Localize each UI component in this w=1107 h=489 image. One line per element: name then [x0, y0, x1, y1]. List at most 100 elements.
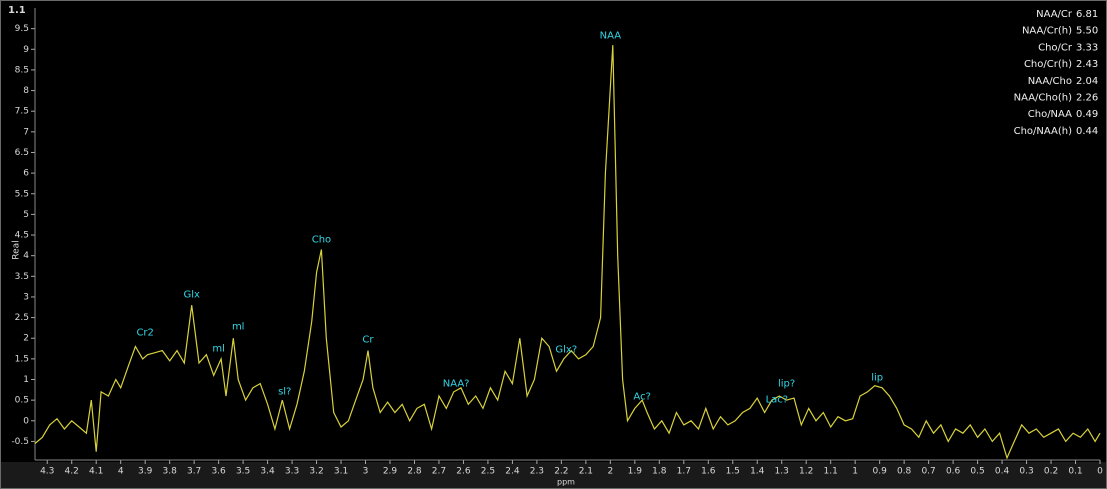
x-tick-label: 4 — [118, 467, 124, 477]
peak-label: Lac? — [766, 394, 789, 405]
x-tick-label: 3.7 — [187, 467, 201, 477]
y-tick-label: 6.5 — [15, 148, 29, 158]
x-tick-label: 0 — [1097, 467, 1103, 477]
y-tick-label: 4 — [23, 251, 29, 261]
peak-label: Glx? — [555, 344, 577, 355]
x-tick-label: 2.5 — [481, 467, 495, 477]
peak-label: Cho — [312, 235, 331, 246]
peak-label: Ac? — [633, 391, 650, 402]
ratio-label: Cho/Cr(h) — [1024, 59, 1072, 70]
ratio-value: 5.50 — [1076, 26, 1098, 37]
x-axis-band — [0, 462, 1107, 489]
x-tick-label: 2.8 — [407, 467, 422, 477]
x-tick-label: 2.6 — [456, 467, 471, 477]
y-tick-label: 9.5 — [15, 24, 29, 34]
x-tick-label: 2 — [607, 467, 613, 477]
ratio-label: NAA/Cho — [1028, 76, 1072, 87]
x-tick-label: 1.3 — [775, 467, 789, 477]
x-axis-label: ppm — [557, 478, 575, 487]
x-tick-label: 0.6 — [946, 467, 961, 477]
x-tick-label: 1.5 — [726, 467, 740, 477]
ratio-value: 2.26 — [1076, 93, 1098, 104]
y-tick-label: 0 — [23, 416, 29, 426]
y-tick-label: 5 — [23, 210, 29, 220]
x-tick-label: 4.2 — [65, 467, 79, 477]
x-tick-label: 0.4 — [995, 467, 1010, 477]
x-tick-label: 1.4 — [750, 467, 765, 477]
x-tick-label: 3.2 — [309, 467, 323, 477]
x-tick-label: 2.9 — [383, 467, 398, 477]
ratio-label: NAA/Cr(h) — [1022, 26, 1072, 37]
x-tick-label: 3.6 — [211, 467, 226, 477]
x-tick-label: 0.9 — [872, 467, 887, 477]
peak-label: lip — [871, 372, 883, 383]
y-tick-label: 7.5 — [15, 107, 29, 117]
y-tick-label: 8 — [23, 86, 29, 96]
y-tick-label: 2 — [23, 334, 29, 344]
peak-label: NAA — [600, 31, 622, 42]
y-tick-label: 9 — [23, 45, 29, 55]
ratio-label: Cho/NAA(h) — [1014, 126, 1072, 137]
peak-label: sl? — [278, 386, 291, 397]
y-tick-label: 0.5 — [15, 396, 29, 406]
ratio-value: 0.49 — [1076, 109, 1098, 120]
y-tick-label: 5.5 — [15, 189, 29, 199]
x-tick-label: 0.5 — [970, 467, 984, 477]
x-tick-label: 2.1 — [579, 467, 593, 477]
x-tick-label: 2.2 — [554, 467, 568, 477]
x-tick-label: 3 — [363, 467, 369, 477]
peak-label: Glx — [183, 289, 200, 300]
peak-label: NAA? — [443, 379, 470, 390]
x-tick-label: 0.3 — [1019, 467, 1033, 477]
peak-label: Cr2 — [136, 327, 153, 338]
ratio-value: 0.44 — [1076, 126, 1098, 137]
panel-title: 1.1 — [8, 5, 26, 16]
ratio-value: 6.81 — [1076, 9, 1098, 20]
ratio-value: 3.33 — [1076, 42, 1098, 53]
x-tick-label: 2.4 — [505, 467, 520, 477]
peak-label: ml — [232, 322, 245, 333]
ratio-value: 2.43 — [1076, 59, 1098, 70]
peak-label: Cr — [362, 334, 374, 345]
x-tick-label: 1 — [852, 467, 858, 477]
ratio-value: 2.04 — [1076, 76, 1098, 87]
x-tick-label: 1.1 — [824, 467, 838, 477]
y-axis-label: Real — [12, 240, 22, 259]
ratio-label: Cho/Cr — [1038, 42, 1073, 53]
x-tick-label: 1.7 — [677, 467, 691, 477]
x-tick-label: 3.5 — [236, 467, 250, 477]
x-tick-label: 2.7 — [432, 467, 446, 477]
x-tick-label: 1.9 — [628, 467, 643, 477]
x-tick-label: 1.2 — [799, 467, 813, 477]
ratio-label: Cho/NAA — [1028, 109, 1072, 120]
y-tick-label: 3.5 — [15, 272, 29, 282]
x-tick-label: 1.8 — [652, 467, 667, 477]
x-tick-label: 0.8 — [897, 467, 912, 477]
y-tick-label: 6 — [23, 169, 29, 179]
x-tick-label: 0.1 — [1068, 467, 1082, 477]
x-tick-label: 3.9 — [138, 467, 153, 477]
y-tick-label: 7 — [23, 127, 29, 137]
x-tick-label: 1.6 — [701, 467, 716, 477]
y-tick-label: 4.5 — [15, 231, 29, 241]
x-tick-label: 2.3 — [530, 467, 544, 477]
y-tick-label: 8.5 — [15, 65, 29, 75]
y-tick-label: 3 — [23, 292, 29, 302]
x-tick-label: 0.2 — [1044, 467, 1058, 477]
peak-label: ml — [212, 344, 225, 355]
x-tick-label: 4.1 — [89, 467, 103, 477]
y-tick-label: -0.5 — [11, 437, 29, 447]
ratio-label: NAA/Cr — [1036, 9, 1073, 20]
x-tick-label: 4.3 — [40, 467, 54, 477]
x-tick-label: 0.7 — [921, 467, 935, 477]
y-tick-label: 2.5 — [15, 313, 29, 323]
peak-label: lip? — [778, 379, 795, 390]
ratio-label: NAA/Cho(h) — [1014, 93, 1072, 104]
y-tick-label: 1.5 — [15, 354, 29, 364]
x-tick-label: 3.4 — [260, 467, 275, 477]
x-tick-label: 3.1 — [334, 467, 348, 477]
spectrum-line — [34, 45, 1101, 460]
y-tick-label: 1 — [23, 375, 29, 385]
